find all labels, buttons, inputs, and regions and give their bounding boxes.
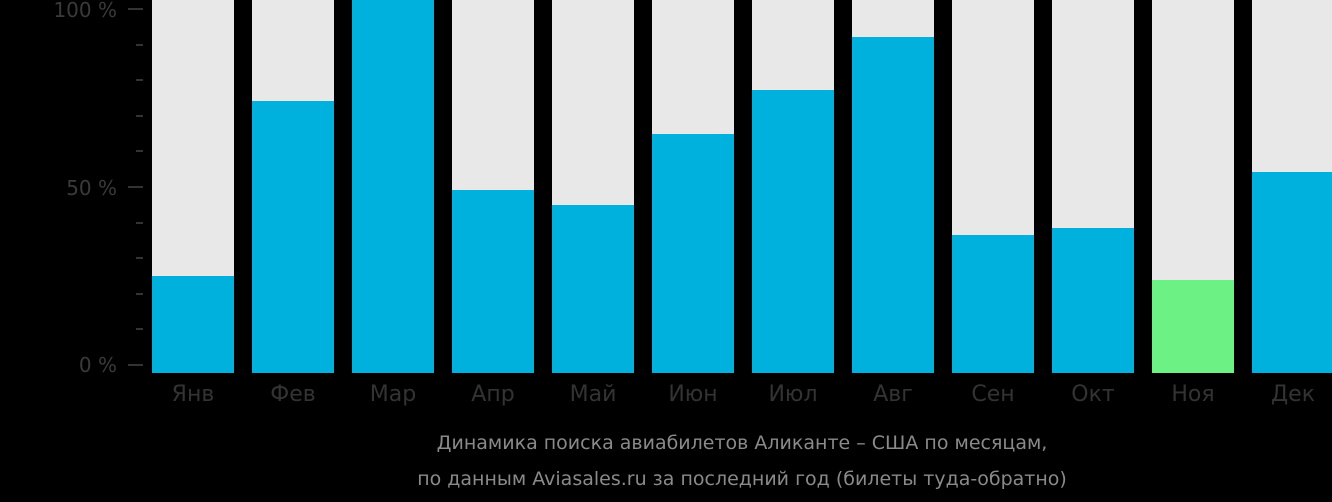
bar-fill [752, 89, 834, 373]
x-label: Авг [873, 382, 913, 407]
chart-subtitle: по данным Aviasales.ru за последний год … [417, 468, 1067, 490]
bar-12 [1252, 0, 1332, 373]
bar-7 [752, 0, 834, 373]
bar-9 [952, 0, 1034, 373]
x-label: Дек [1270, 382, 1315, 407]
x-label: Мар [369, 382, 417, 407]
ytick-0: 0 % [78, 353, 117, 377]
bar-fill [1252, 171, 1332, 373]
bar-fill [652, 134, 734, 373]
chart-title: Динамика поиска авиабилетов Аликанте – С… [436, 432, 1048, 454]
bar-fill [352, 0, 434, 373]
x-label: Апр [471, 382, 515, 407]
bar-fill [852, 37, 934, 373]
bar-4 [452, 0, 534, 373]
minor-tick [136, 257, 143, 260]
bar-fill [552, 205, 634, 373]
minor-tick [136, 328, 143, 331]
x-label: Янв [171, 382, 215, 407]
bar-1 [152, 0, 234, 373]
major-tick [128, 364, 143, 366]
bar-fill [152, 276, 234, 373]
minor-tick [136, 221, 143, 224]
x-label: Май [569, 382, 617, 407]
major-tick [128, 8, 143, 10]
bar-fill [1152, 279, 1234, 373]
ytick-100: 100 % [53, 0, 117, 22]
bar-11 [1152, 0, 1234, 373]
major-tick [128, 186, 143, 188]
bar-8 [852, 0, 934, 373]
bar-5 [552, 0, 634, 373]
bar-10 [1052, 0, 1134, 373]
bar-2 [252, 0, 334, 373]
ytick-50: 50 % [66, 176, 117, 200]
minor-tick [136, 114, 143, 117]
x-label: Июл [768, 382, 818, 407]
x-label: Фев [270, 382, 316, 407]
minor-tick [136, 150, 143, 153]
minor-tick [136, 292, 143, 295]
x-label: Ноя [1171, 382, 1215, 407]
bar-fill [452, 190, 534, 373]
x-label: Окт [1071, 382, 1115, 407]
x-label: Июн [668, 382, 718, 407]
bar-3 [352, 0, 434, 373]
bar-fill [1052, 227, 1134, 373]
bar-fill [952, 235, 1034, 373]
bar-fill [252, 100, 334, 373]
minor-tick [136, 43, 143, 46]
minor-tick [136, 79, 143, 82]
bar-6 [652, 0, 734, 373]
x-label: Сен [971, 382, 1015, 407]
